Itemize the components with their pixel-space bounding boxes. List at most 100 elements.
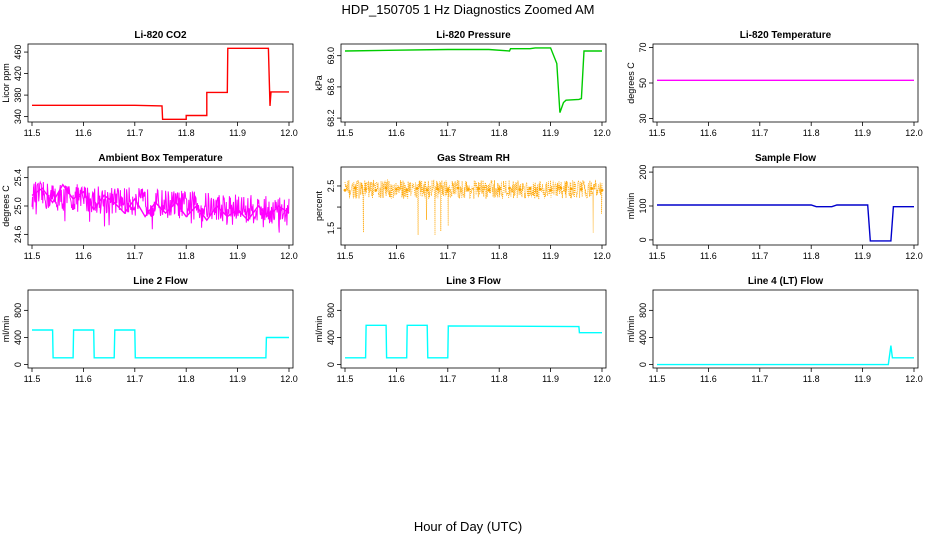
series-group: [657, 204, 914, 242]
x-tick-label: 11.8: [178, 128, 195, 138]
y-tick-label: 68.6: [326, 78, 336, 96]
y-tick-label: 460: [13, 45, 23, 60]
x-tick-label: 11.5: [649, 374, 666, 384]
x-tick-label: 11.5: [24, 251, 41, 261]
y-tick-label: 70: [638, 43, 648, 53]
x-tick-label: 11.6: [700, 374, 717, 384]
y-tick-label: 50: [638, 78, 648, 88]
plot-frame: [340, 166, 607, 246]
series-line: [32, 47, 289, 120]
panel-line-2-flow: Line 2 Flow ml/min 11.5 11.6 11.7 11.8 11.9 12.…: [1, 276, 298, 384]
series-group: [31, 180, 290, 233]
y-tick-label: 25.4: [13, 169, 23, 187]
panel-ambient-box-temperature: Ambient Box Temperature degrees C 11.5 11.6…: [1, 153, 298, 261]
x-tick-label: 11.9: [229, 374, 246, 384]
x-tick-label: 11.9: [854, 128, 871, 138]
plot-frame: [652, 289, 919, 369]
x-tick-label: 11.7: [751, 128, 768, 138]
x-tick-label: 11.7: [751, 374, 768, 384]
y-tick-label: 800: [638, 303, 648, 318]
x-tick-label: 11.5: [337, 374, 354, 384]
y-axis-label: ml/min: [1, 316, 11, 343]
panel-li-820-pressure: Li-820 Pressure kPa 11.5 11.6 11.7 11.8 11.9 12…: [314, 30, 611, 138]
plot-frame: [27, 289, 294, 369]
panel-title: Li-820 CO2: [134, 30, 187, 41]
y-axis-label: degrees C: [626, 62, 636, 104]
y-tick-label: 400: [13, 330, 23, 345]
x-tick-label: 12.0: [905, 128, 923, 138]
x-tick-label: 11.8: [803, 128, 820, 138]
plot-frame: [652, 166, 919, 246]
series-line: [344, 47, 602, 113]
panel-title: Gas Stream RH: [437, 153, 510, 164]
y-axis-label: percent: [314, 190, 324, 221]
panel-sample-flow: Sample Flow ml/min 11.5 11.6 11.7 11.8 11.9 12.…: [626, 153, 923, 261]
noise-trace: [31, 180, 290, 233]
panel-title: Ambient Box Temperature: [98, 153, 223, 164]
common-x-axis-label: Hour of Day (UTC): [414, 519, 522, 534]
x-tick-label: 11.8: [491, 374, 508, 384]
x-tick-label: 11.5: [649, 251, 666, 261]
x-tick-label: 11.7: [126, 251, 143, 261]
x-tick-label: 11.5: [649, 128, 666, 138]
y-tick-label: 69.0: [326, 47, 336, 65]
panel-title: Line 3 Flow: [446, 276, 501, 287]
panel-title: Li-820 Temperature: [740, 30, 832, 41]
y-tick-label: 800: [326, 303, 336, 318]
x-tick-label: 11.5: [337, 128, 354, 138]
y-tick-label: 25.0: [13, 197, 23, 215]
plot-frame: [27, 43, 294, 123]
y-axis-label: ml/min: [626, 316, 636, 343]
y-tick-label: 800: [13, 303, 23, 318]
x-tick-label: 11.5: [337, 251, 354, 261]
y-axis-label: Licor ppm: [1, 63, 11, 103]
x-tick-label: 12.0: [905, 251, 923, 261]
series-group: [32, 47, 289, 120]
y-axis-label: degrees C: [1, 185, 11, 227]
y-tick-label: 420: [13, 66, 23, 81]
x-tick-label: 11.6: [75, 374, 92, 384]
x-tick-label: 11.7: [126, 128, 143, 138]
y-tick-label: 200: [638, 165, 648, 180]
y-tick-label: 100: [638, 198, 648, 213]
panel-line-3-flow: Line 3 Flow ml/min 11.5 11.6 11.7 11.8 11.9 12.…: [314, 276, 611, 384]
series-group: [345, 324, 602, 359]
x-tick-label: 12.0: [593, 251, 611, 261]
y-tick-label: 24.6: [13, 226, 23, 244]
x-tick-label: 11.8: [803, 251, 820, 261]
x-tick-label: 11.9: [854, 374, 871, 384]
x-tick-label: 12.0: [905, 374, 923, 384]
x-tick-label: 11.6: [700, 251, 717, 261]
y-tick-label: 0: [13, 362, 23, 367]
series-group: [343, 179, 604, 236]
y-axis-label: kPa: [314, 75, 324, 91]
x-tick-label: 11.5: [24, 128, 41, 138]
y-tick-label: 340: [13, 109, 23, 124]
data-point: [600, 188, 604, 192]
x-tick-label: 11.9: [542, 128, 559, 138]
y-tick-label: 380: [13, 88, 23, 103]
panel-li-820-temperature: Li-820 Temperature degrees C 11.5 11.6 11.7 1…: [626, 30, 923, 138]
x-tick-label: 12.0: [593, 128, 611, 138]
x-tick-label: 11.6: [388, 251, 405, 261]
y-tick-label: 400: [638, 330, 648, 345]
x-tick-label: 11.9: [542, 374, 559, 384]
x-tick-label: 11.6: [700, 128, 717, 138]
series-line: [32, 329, 289, 359]
panel-title: Li-820 Pressure: [436, 30, 511, 41]
x-tick-label: 11.6: [388, 374, 405, 384]
x-tick-label: 12.0: [280, 374, 298, 384]
x-tick-label: 11.8: [803, 374, 820, 384]
x-tick-label: 11.8: [491, 128, 508, 138]
series-group: [32, 329, 289, 359]
series-line: [657, 204, 914, 242]
x-tick-label: 11.7: [439, 251, 456, 261]
figure-title: HDP_150705 1 Hz Diagnostics Zoomed AM: [342, 2, 595, 17]
y-tick-label: 0: [326, 362, 336, 367]
panel-title: Line 2 Flow: [133, 276, 188, 287]
series-group: [344, 47, 602, 113]
panel-title: Line 4 (LT) Flow: [748, 276, 824, 287]
x-tick-label: 11.7: [751, 251, 768, 261]
x-tick-label: 11.9: [854, 251, 871, 261]
x-tick-label: 12.0: [593, 374, 611, 384]
